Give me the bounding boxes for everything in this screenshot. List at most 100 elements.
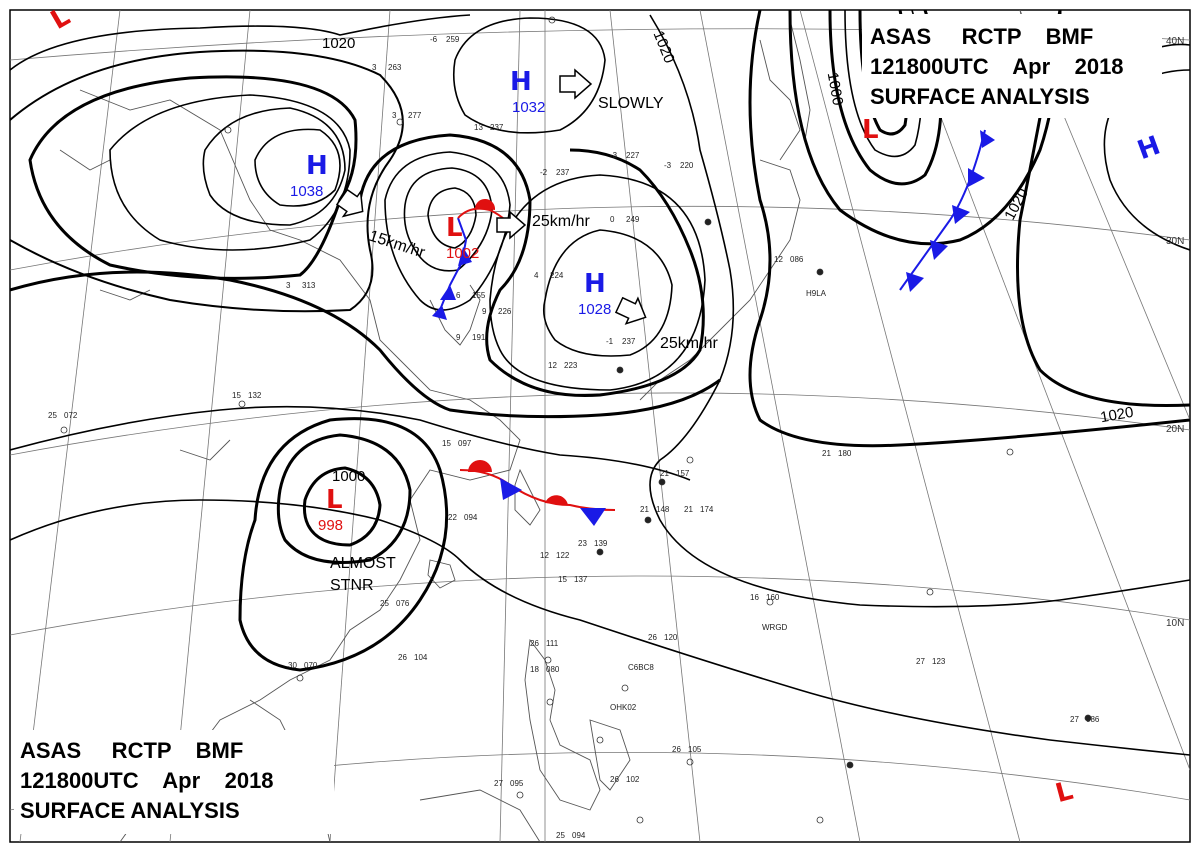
isobar-high-1028: [542, 229, 673, 357]
station-circle: [616, 366, 624, 374]
high-center: H 1028: [578, 269, 611, 318]
low-symbol: L: [862, 115, 879, 145]
isobar-1010: [10, 499, 1190, 756]
high-symbol: H: [306, 151, 328, 181]
station-pressure: 139: [594, 539, 608, 548]
station-circle: [686, 456, 694, 464]
isobar-high-1028-outer: [489, 174, 706, 391]
movement-arrows: [335, 68, 647, 325]
station-pressure: 160: [766, 593, 780, 602]
cold-front-triangle: [952, 205, 970, 224]
station-temperature: -3: [610, 151, 618, 160]
station-pressure: 226: [498, 307, 512, 316]
station-circle: [224, 126, 232, 134]
station-plot: -6 259: [430, 35, 460, 44]
station-pressure: 086: [790, 255, 804, 264]
meridian: [899, 10, 1190, 771]
cold-front-triangle: [980, 130, 995, 148]
isobar-label: 1020: [1099, 404, 1135, 427]
longitude-graticule: [19, 10, 1190, 842]
station-pressure: 104: [414, 653, 428, 662]
station-plot: 26 120: [648, 633, 678, 642]
station-temperature: 12: [548, 361, 557, 370]
station-temperature: 26: [672, 745, 681, 754]
station-circle: [596, 736, 604, 744]
motion-label: 25km/hr: [660, 335, 718, 352]
latitude-line-10n: [10, 575, 1190, 636]
station-pressure: 277: [408, 111, 422, 120]
cold-front-triangle: [432, 305, 447, 320]
meridian: [799, 10, 1021, 842]
station-id: OHK02: [610, 703, 637, 712]
station-pressure: 072: [64, 411, 78, 420]
station-plot: 12 223: [548, 361, 578, 370]
station-temperature: -3: [664, 161, 672, 170]
station-pressure: 174: [700, 505, 714, 514]
latitude-labels: 40N 30N 20N 10N: [1166, 36, 1184, 629]
station-temperature: 3: [372, 63, 377, 72]
station-circle: [548, 16, 556, 24]
arrow-high-1028: [614, 296, 647, 325]
station-circle: [596, 548, 604, 556]
station-plot: 9 191: [456, 333, 486, 342]
low-symbol: L: [326, 485, 343, 515]
station-plot: 3 277: [392, 111, 422, 120]
station-circle: [816, 268, 824, 276]
station-temperature: 25: [556, 831, 565, 840]
station-plot: -3 220: [664, 161, 694, 170]
station-temperature: 13: [474, 123, 483, 132]
station-pressure: 237: [622, 337, 636, 346]
station-pressure: 223: [564, 361, 578, 370]
station-pressure: 259: [446, 35, 460, 44]
station-pressure: 191: [472, 333, 486, 342]
station-temperature: 12: [540, 551, 549, 560]
station-plot: 4 224: [534, 271, 564, 280]
station-circle: [546, 698, 554, 706]
station-plot: 22 094: [448, 513, 478, 522]
low-center: L 998: [318, 485, 343, 534]
latitude-line-30n: [10, 205, 1190, 271]
header-analysis-line: SURFACE ANALYSIS: [870, 84, 1090, 109]
cold-front-east: [899, 129, 986, 291]
header-top-right: ASAS RCTP BMF 121800UTC Apr 2018 SURFACE…: [862, 14, 1162, 118]
station-pressure: 123: [932, 657, 946, 666]
station-plot: 15 137: [558, 575, 588, 584]
motion-label: 25km/hr: [532, 213, 590, 230]
station-temperature: 27: [494, 779, 503, 788]
coastline-japan: [639, 159, 801, 401]
station-id: WRGD: [762, 623, 788, 632]
station-pressure: 220: [680, 161, 694, 170]
station-plot: 15 097: [442, 439, 472, 448]
station-pressure: 070: [304, 661, 318, 670]
station-circle: [816, 816, 824, 824]
cold-front-triangle: [500, 478, 522, 500]
low-center: L: [1052, 776, 1076, 809]
coastline-mainland-asia: [79, 89, 521, 842]
motion-labels: 15km/hr 25km/hr SLOWLY 25km/hr ALMOST ST…: [330, 95, 718, 594]
header-title-line: ASAS RCTP BMF: [870, 24, 1093, 49]
cold-front-triangle: [930, 240, 948, 260]
isobar-outer-west: [10, 49, 404, 313]
station-plot: 26 104: [398, 653, 428, 662]
station-pressure: 157: [676, 469, 690, 478]
station-temperature: -1: [606, 337, 614, 346]
header-title-line: ASAS RCTP BMF: [20, 738, 243, 763]
station-temperature: 21: [822, 449, 831, 458]
isobar-low-998-1: [276, 433, 412, 564]
station-temperature: 9: [456, 333, 461, 342]
station-temperature: 27: [916, 657, 925, 666]
station-pressure: 094: [572, 831, 586, 840]
station-plot: 25 076: [380, 599, 410, 608]
isobar-1000: [10, 270, 721, 419]
latitude-label-40n: 40N: [1166, 36, 1184, 47]
station-temperature: 0: [610, 215, 615, 224]
station-pressure: 120: [664, 633, 678, 642]
isobar-1020-south: [10, 405, 691, 481]
isobar-label: 1000: [332, 468, 365, 485]
station-temperature: 21: [684, 505, 693, 514]
high-pressure-value: 1032: [512, 99, 545, 116]
station-plot: 15 132: [232, 391, 262, 400]
station-temperature: 9: [482, 307, 487, 316]
high-center: H 1038: [290, 151, 328, 200]
station-pressure: 313: [302, 281, 316, 290]
